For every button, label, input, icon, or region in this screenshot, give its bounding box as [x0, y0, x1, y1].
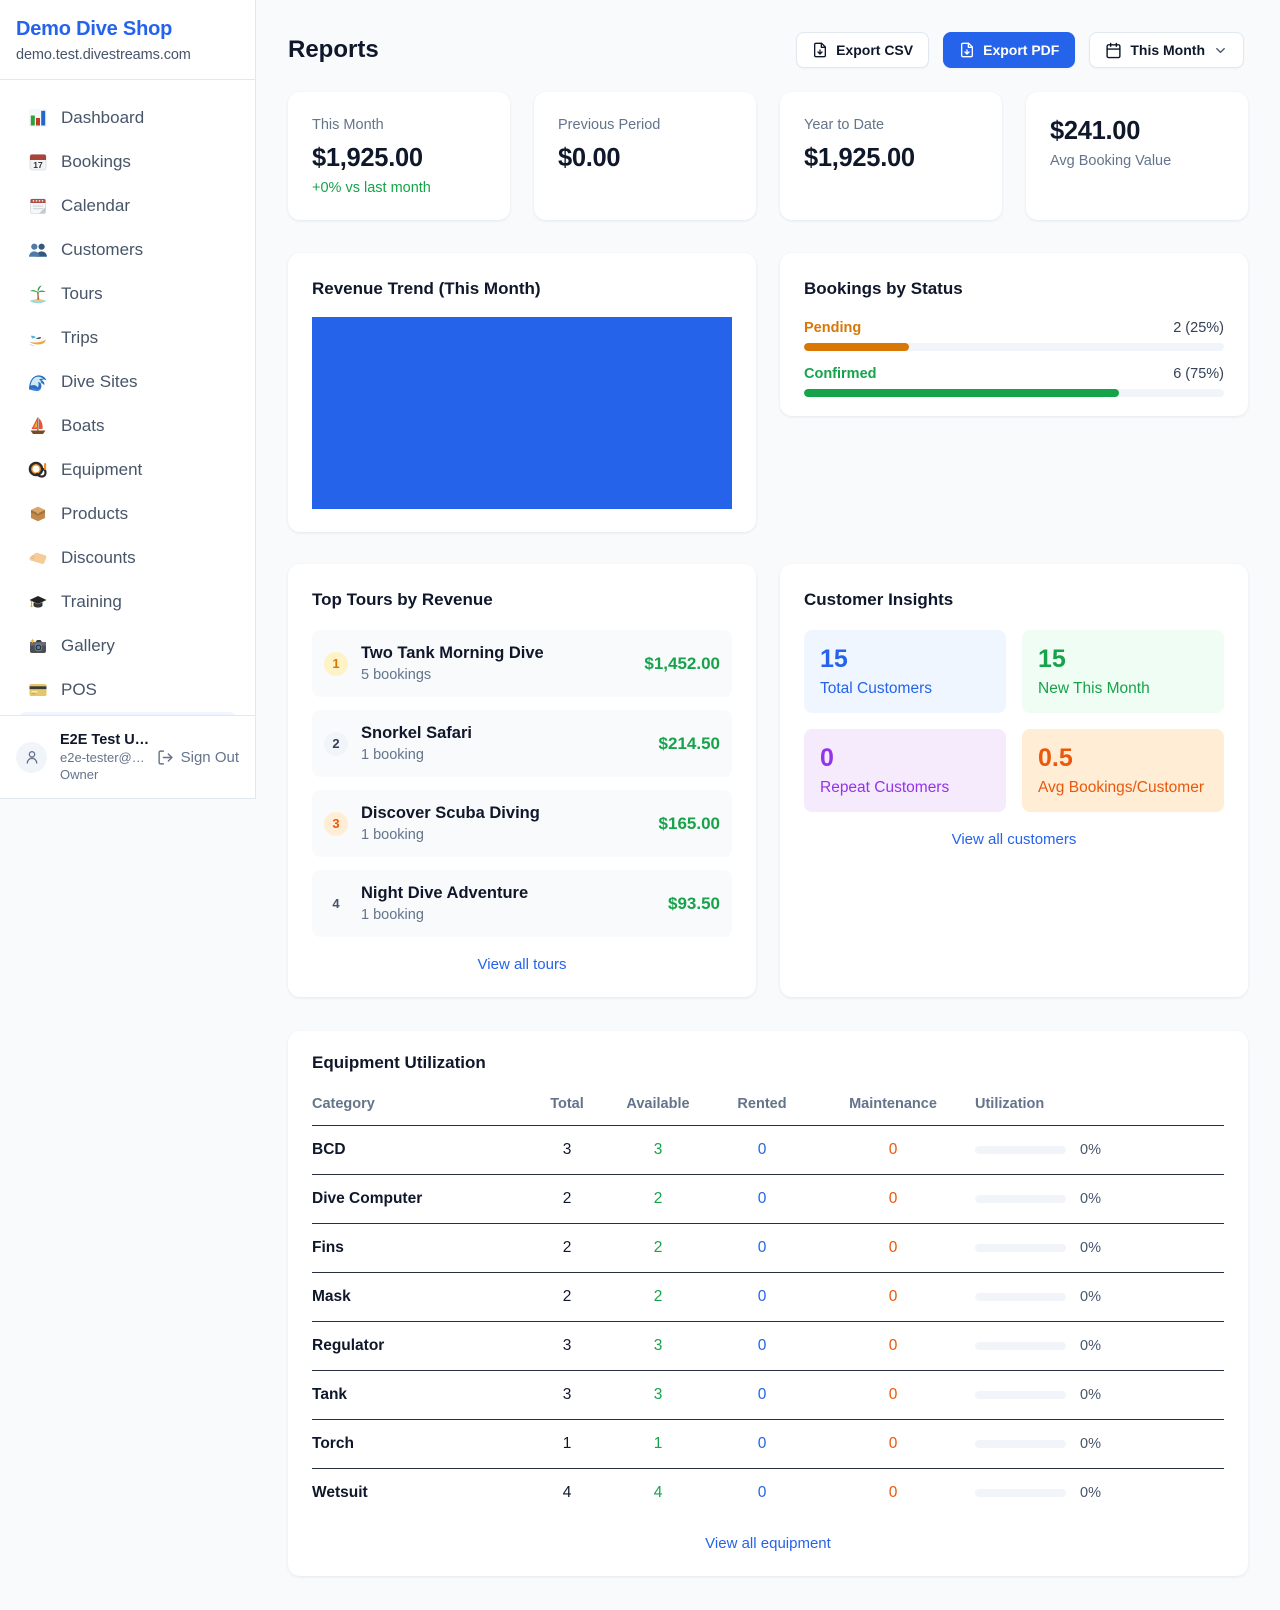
svg-text:17: 17: [33, 160, 43, 170]
